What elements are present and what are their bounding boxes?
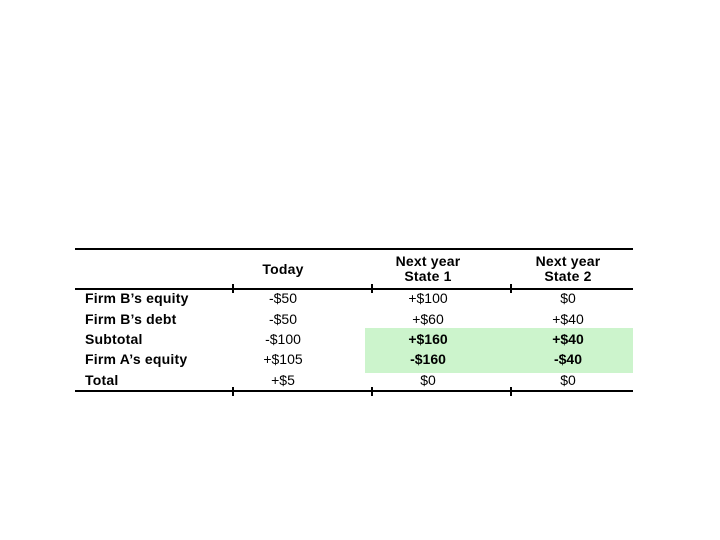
table-bottom-rule [75, 390, 633, 392]
row-label-total: Total [85, 371, 119, 388]
column-header-state1: Next year State 1 [353, 250, 503, 288]
row-label-firm-b-debt: Firm B’s debt [85, 310, 177, 327]
payoff-table: Today Next year State 1 Next year State … [75, 250, 633, 390]
cell-firm-a-equity-state2: -$40 [553, 351, 583, 368]
corner-cell [75, 250, 213, 288]
cell-firm-b-debt-state1: +$60 [412, 310, 444, 327]
cell-firm-b-equity-today: -$50 [268, 290, 298, 307]
row-label-firm-a-equity: Firm A’s equity [85, 351, 188, 368]
column-tick [232, 387, 234, 396]
cell-total-state1: $0 [420, 371, 436, 388]
row-label-firm-b-equity: Firm B’s equity [85, 290, 189, 307]
column-tick [510, 387, 512, 396]
column-header-state2: Next year State 2 [503, 250, 633, 288]
column-header-today: Today [262, 261, 304, 277]
column-header-state2-line1: Next year [535, 253, 601, 269]
cell-subtotal-today: -$100 [265, 330, 301, 347]
cell-firm-a-equity-today: +$105 [263, 351, 303, 368]
table-top-rule [75, 248, 633, 250]
row-label-subtotal: Subtotal [85, 330, 143, 347]
cell-firm-b-equity-state2: $0 [560, 290, 576, 307]
column-header-state1-line2: State 1 [404, 268, 452, 284]
highlight-region [365, 328, 633, 373]
cell-firm-b-debt-state2: +$40 [552, 310, 584, 327]
cell-subtotal-state2: +$40 [552, 330, 584, 347]
column-tick [510, 284, 512, 293]
column-header-state1-line1: Next year [395, 253, 461, 269]
cell-total-today: +$5 [271, 371, 295, 388]
column-tick [371, 387, 373, 396]
column-tick [232, 284, 234, 293]
cell-firm-b-equity-state1: +$100 [408, 290, 448, 307]
cell-subtotal-state1: +$160 [408, 330, 448, 347]
cell-firm-a-equity-state1: -$160 [410, 351, 446, 368]
cell-total-state2: $0 [560, 371, 576, 388]
table-header-rule [75, 288, 633, 290]
column-header-state2-line2: State 2 [544, 268, 592, 284]
column-tick [371, 284, 373, 293]
cell-firm-b-debt-today: -$50 [268, 310, 298, 327]
